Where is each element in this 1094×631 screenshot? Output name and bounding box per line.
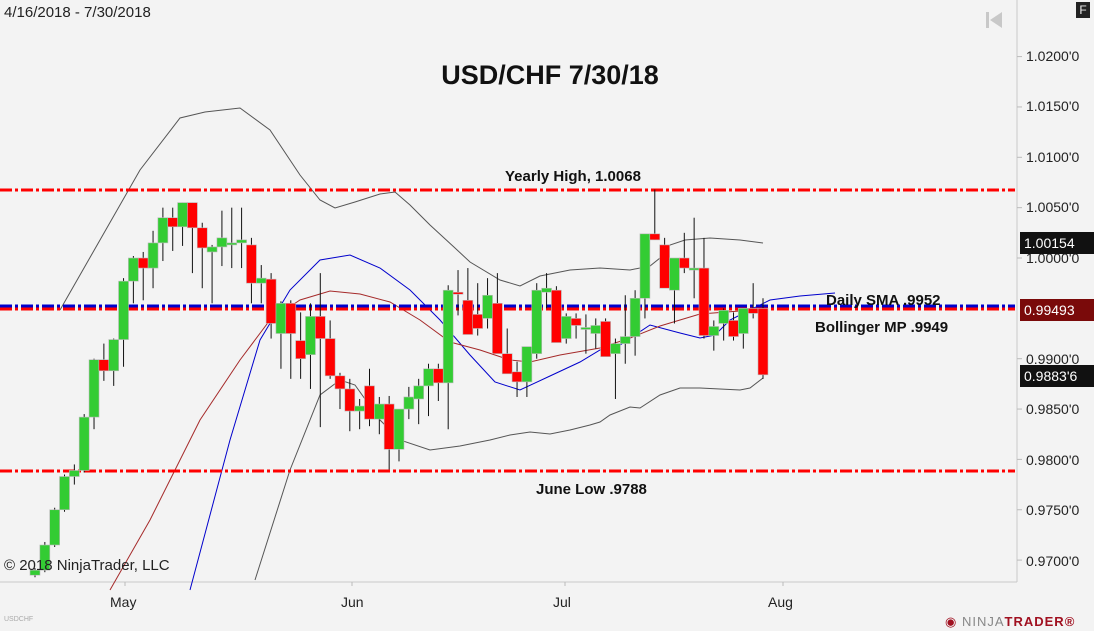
x-tick-label: May <box>110 594 137 610</box>
y-tick-label: 1.0000'0 <box>1026 250 1080 266</box>
upper-band-price-flag: 1.00154 <box>1020 232 1094 254</box>
bollinger-mp-label: Bollinger MP .9949 <box>815 319 949 336</box>
skip-to-start-icon[interactable] <box>985 10 1003 30</box>
sma-price-flag: 0.99493 <box>1020 299 1094 321</box>
copyright-text: © 2018 NinjaTrader, LLC <box>4 557 170 574</box>
y-tick-label: 0.9800'0 <box>1026 452 1080 468</box>
lower-band-price-flag: 0.9883'6 <box>1020 365 1094 387</box>
logo-trader-text: TRADER® <box>1004 614 1076 629</box>
instrument-label: USDCHF <box>4 616 34 623</box>
candlesticks <box>29 189 769 578</box>
date-range: 4/16/2018 - 7/30/2018 <box>4 4 151 21</box>
x-tick-label: Jul <box>553 594 571 610</box>
y-tick-label: 1.0150'0 <box>1026 98 1080 114</box>
f-button[interactable]: F <box>1076 2 1090 18</box>
y-tick-label: 0.9700'0 <box>1026 553 1080 569</box>
logo-mark-icon: ◉ <box>945 614 958 629</box>
y-tick-label: 1.0050'0 <box>1026 199 1080 215</box>
y-tick-label: 0.9900'0 <box>1026 351 1080 367</box>
ninjatrader-logo: ◉ NINJATRADER® <box>945 614 1075 630</box>
y-tick-label: 0.9750'0 <box>1026 502 1080 518</box>
x-tick-label: Jun <box>341 594 364 610</box>
daily-sma-label: Daily SMA .9952 <box>826 292 941 309</box>
yearly-high-label: Yearly High, 1.0068 <box>505 168 641 185</box>
chart-title: USD/CHF 7/30/18 <box>441 60 659 90</box>
x-tick-label: Aug <box>768 594 793 610</box>
x-axis-tick-marks <box>124 582 784 586</box>
y-tick-label: 0.9850'0 <box>1026 401 1080 417</box>
logo-ninja-text: NINJA <box>961 614 1005 629</box>
horizontal-levels <box>0 188 1015 473</box>
y-tick-label: 1.0100'0 <box>1026 149 1080 165</box>
y-axis-tick-marks <box>1017 56 1022 561</box>
y-tick-label: 1.0200'0 <box>1026 48 1080 64</box>
june-low-label: June Low .9788 <box>536 481 647 498</box>
